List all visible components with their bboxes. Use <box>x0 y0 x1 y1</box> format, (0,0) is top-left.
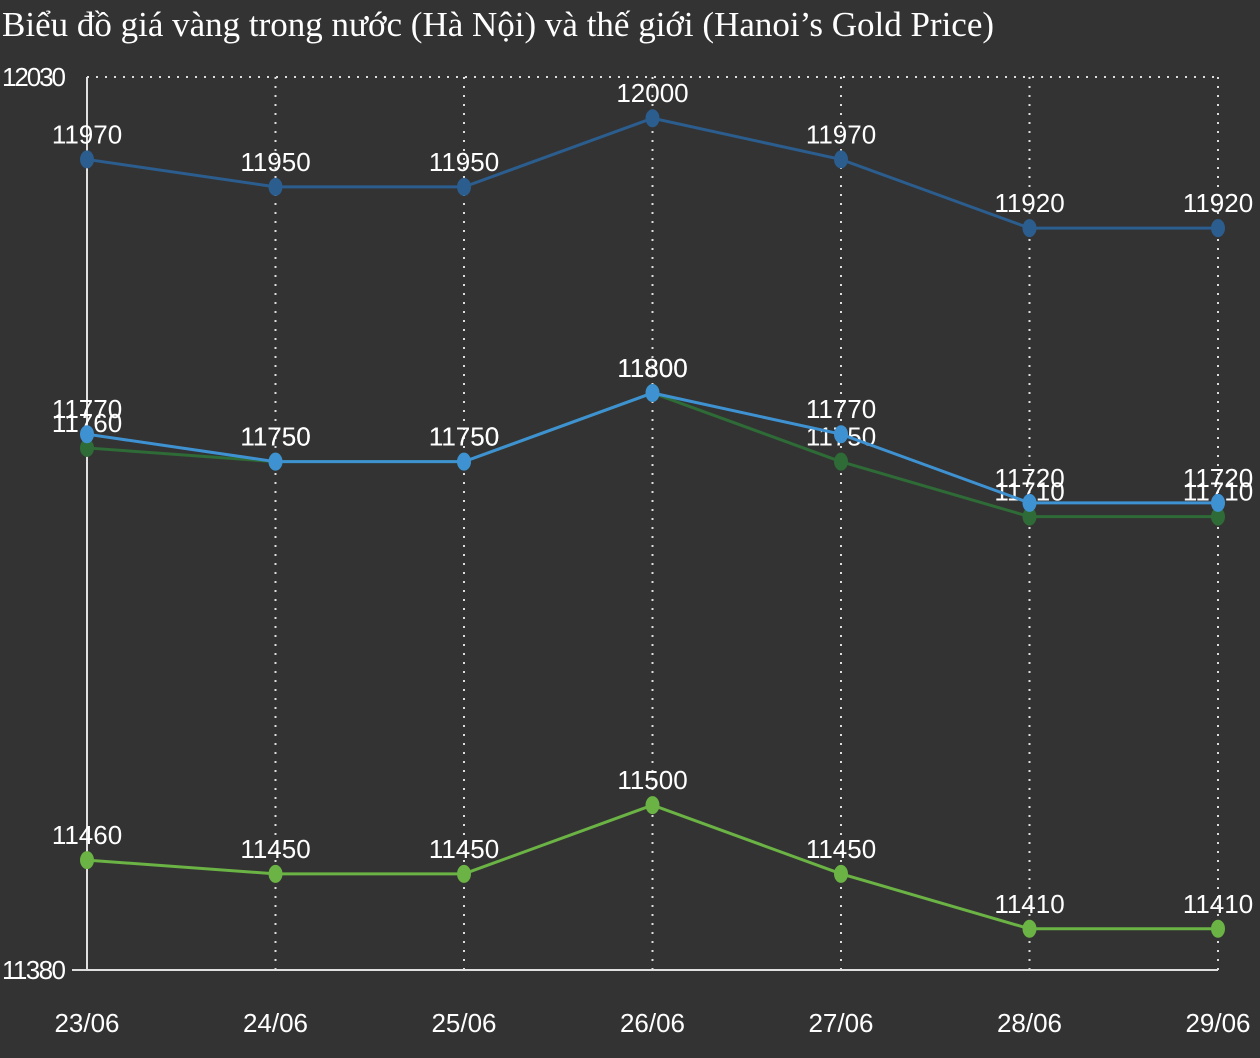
data-label: 11920 <box>1183 188 1253 218</box>
data-point <box>268 452 283 471</box>
data-label: 11950 <box>240 147 310 177</box>
data-point <box>834 864 848 883</box>
data-point <box>834 452 848 471</box>
data-label: 11720 <box>1183 463 1253 493</box>
x-tick-label: 26/06 <box>620 1008 685 1038</box>
data-label: 11460 <box>52 820 122 850</box>
data-point <box>457 452 471 471</box>
data-label: 11410 <box>1183 889 1253 919</box>
data-point <box>645 109 660 128</box>
data-point <box>457 864 471 883</box>
data-label: 11750 <box>240 422 310 452</box>
data-point <box>1211 493 1225 512</box>
data-point <box>80 438 94 457</box>
data-label: 11920 <box>994 188 1064 218</box>
data-point <box>268 177 283 196</box>
data-point <box>1022 493 1037 512</box>
data-point <box>1022 219 1037 238</box>
y-tick-label: 11380 <box>2 955 66 985</box>
data-label: 11800 <box>617 353 687 383</box>
data-label: 11450 <box>240 834 310 864</box>
data-point <box>645 796 660 815</box>
x-tick-label: 23/06 <box>54 1008 119 1038</box>
data-label: 11970 <box>806 119 876 149</box>
data-label: 11970 <box>52 119 122 149</box>
x-tick-label: 28/06 <box>997 1008 1062 1038</box>
data-point <box>1211 919 1225 938</box>
data-point <box>645 383 660 402</box>
data-label: 11410 <box>994 889 1064 919</box>
data-label: 11770 <box>806 394 876 424</box>
y-tick-label: 12030 <box>2 62 66 92</box>
data-label: 11450 <box>429 834 499 864</box>
data-label: 12000 <box>616 78 688 108</box>
data-point <box>268 864 283 883</box>
data-label: 11750 <box>429 422 499 452</box>
data-label: 11770 <box>52 394 122 424</box>
x-tick-label: 29/06 <box>1185 1008 1250 1038</box>
x-tick-label: 25/06 <box>431 1008 496 1038</box>
data-label: 11750 <box>240 422 310 452</box>
data-point <box>834 150 848 169</box>
data-point <box>80 425 94 444</box>
data-label: 11950 <box>429 147 499 177</box>
data-label: 11800 <box>617 353 687 383</box>
chart-title: Biểu đồ giá vàng trong nước (Hà Nội) và … <box>2 5 994 44</box>
data-point <box>80 851 94 870</box>
data-point <box>457 177 471 196</box>
data-label: 11720 <box>994 463 1064 493</box>
data-label: 11450 <box>806 834 876 864</box>
data-point <box>1022 507 1037 526</box>
data-point <box>834 425 848 444</box>
data-label: 11750 <box>429 422 499 452</box>
data-point <box>1022 919 1037 938</box>
x-tick-label: 24/06 <box>243 1008 308 1038</box>
data-point <box>80 150 94 169</box>
x-tick-label: 27/06 <box>808 1008 873 1038</box>
data-label: 11500 <box>617 765 687 795</box>
data-point <box>1211 219 1225 238</box>
data-point <box>1211 507 1225 526</box>
